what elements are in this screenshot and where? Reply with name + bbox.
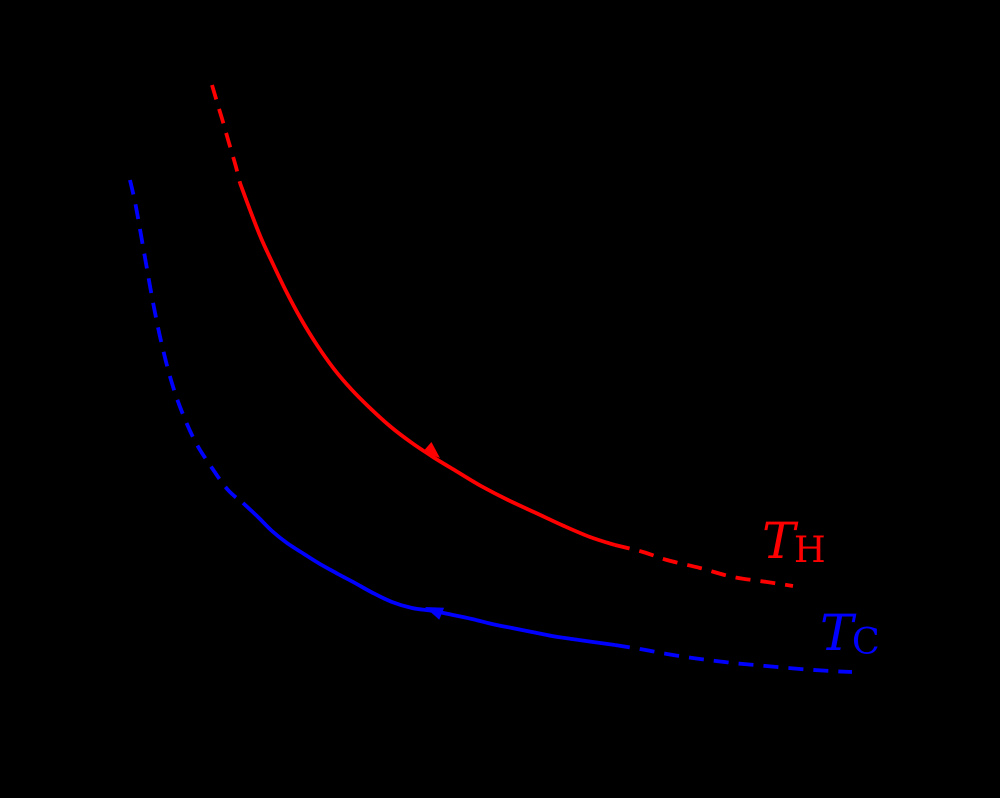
- hot-isotherm-solid: [238, 182, 616, 547]
- hot-isotherm-direction-arrow: [422, 441, 440, 458]
- cold-isotherm-dashed-tail: [614, 643, 853, 674]
- hot-isotherm-label-subscript: H: [793, 528, 826, 572]
- hot-isotherm-label: TH: [762, 516, 826, 569]
- cold-isotherm-label: TC: [820, 608, 880, 661]
- hot-isotherm-dashed-lead: [210, 84, 242, 184]
- cold-isotherm-solid: [241, 501, 616, 647]
- hot-isotherm-label-main: T: [762, 512, 796, 570]
- cold-isotherm-label-subscript: C: [851, 620, 880, 664]
- hot-isotherm-dashed-tail: [614, 543, 794, 588]
- cold-isotherm-direction-arrow: [425, 607, 445, 620]
- cold-isotherm-dashed-lead: [128, 179, 245, 505]
- cold-isotherm-label-main: T: [820, 604, 854, 662]
